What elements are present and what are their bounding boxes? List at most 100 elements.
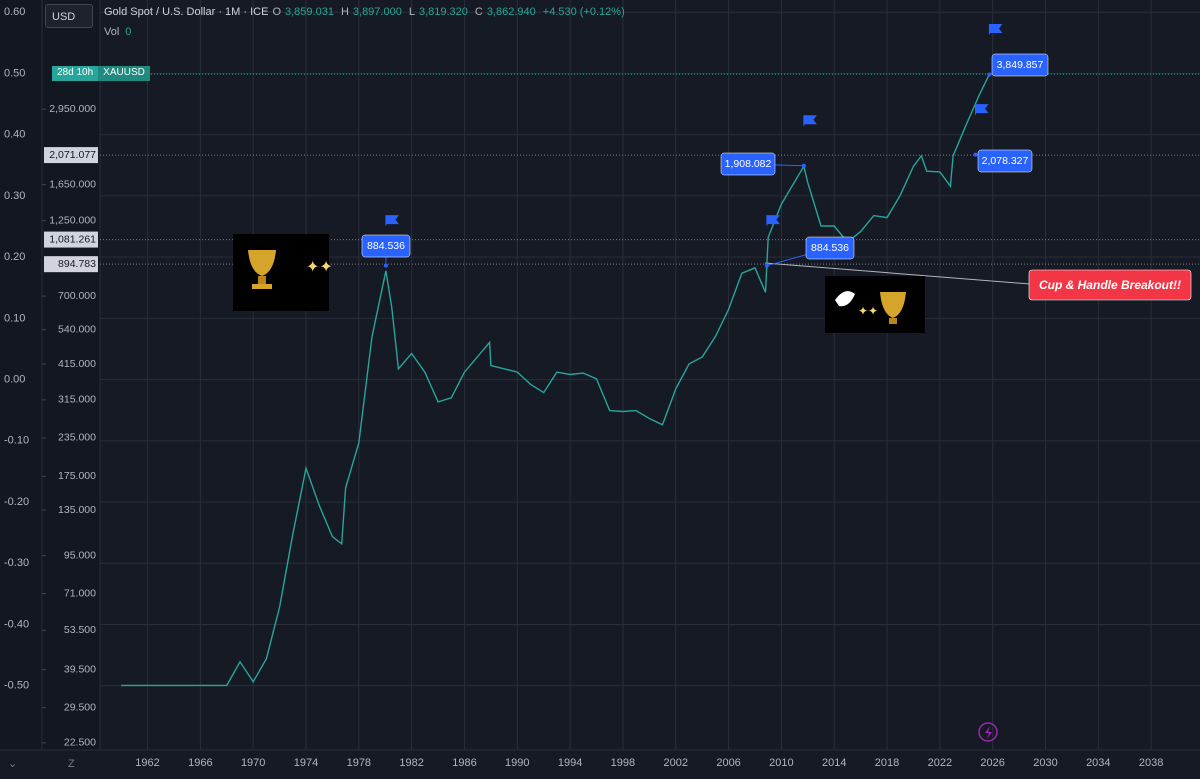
callout-box — [977, 149, 1033, 173]
y2-tick-label: 0.00 — [4, 373, 25, 385]
breakout-box: Cup & Handle Breakout!! — [1028, 269, 1192, 301]
callout-label: 884.536 — [367, 240, 405, 252]
currency-button[interactable]: USD — [45, 4, 93, 28]
callout-label: 1,908.082 — [725, 158, 772, 170]
x-tick-label: 1998 — [611, 757, 635, 769]
y-tick-label: 175.000 — [58, 470, 96, 482]
y-tick-label: 95.000 — [64, 549, 96, 561]
volume-key: Vol — [104, 26, 120, 38]
callout-box — [361, 234, 411, 258]
callout-anchor — [987, 72, 992, 77]
alert-icon-bolt — [985, 726, 992, 739]
x-tick-label: 1978 — [347, 757, 371, 769]
callout-flag — [988, 24, 1003, 35]
y2-tick-label: 0.20 — [4, 251, 25, 263]
x-tick-label: 2010 — [769, 757, 793, 769]
breakout-label: Cup & Handle Breakout!! — [1039, 278, 1181, 292]
level-label: 1,081.261 — [49, 233, 96, 245]
ohlc-value: 3,862.940 — [486, 6, 536, 18]
callout-box — [991, 53, 1049, 77]
svg-text:✦✦: ✦✦ — [858, 304, 878, 318]
x-tick-label: 1974 — [294, 757, 318, 769]
trophy-image-right: ✦✦ — [825, 276, 925, 333]
ticker: XAUUSD — [98, 66, 150, 81]
zoom-icon[interactable]: Z — [68, 758, 75, 770]
y2-tick-label: -0.10 — [4, 435, 29, 447]
callouts: 884.536 1,908.082 884.536 2,078.327 3,849.85… — [361, 24, 1049, 268]
y2-tick-label: 0.30 — [4, 190, 25, 202]
x-tick-label: 1982 — [399, 757, 423, 769]
symbol-header: Gold Spot / U.S. Dollar · 1M · ICE O 3,85… — [104, 6, 628, 18]
ohlc-key: H — [340, 6, 349, 18]
callout-label: 884.536 — [811, 242, 849, 254]
y-tick-label: 235.000 — [58, 432, 96, 444]
x-tick-label: 1994 — [558, 757, 582, 769]
trend-line — [764, 262, 1031, 285]
x-tick-label: 1986 — [452, 757, 476, 769]
x-tick-label: 2026 — [980, 757, 1004, 769]
symbol-name: Gold Spot / U.S. Dollar · 1M · ICE — [104, 6, 269, 18]
price-scale-panel — [42, 0, 100, 750]
level-box — [44, 231, 98, 248]
ohlc-key: L — [408, 6, 415, 18]
y2-tick-label: -0.40 — [4, 618, 29, 630]
y-tick-label: 135.000 — [58, 504, 96, 516]
y2-tick-label: -0.50 — [4, 680, 29, 692]
price-line — [121, 73, 991, 687]
y2-tick-label: 0.60 — [4, 6, 25, 18]
callout-anchor — [973, 152, 978, 157]
alert-icon[interactable] — [978, 722, 998, 742]
y-tick-label: 700.000 — [58, 290, 96, 302]
x-tick-label: 2034 — [1086, 757, 1110, 769]
x-tick-label: 1990 — [505, 757, 529, 769]
y2-tick-label: -0.20 — [4, 496, 29, 508]
callout-box — [805, 236, 855, 260]
y-tick-label: 415.000 — [58, 358, 96, 370]
grid — [100, 0, 1200, 750]
bottom-icons: ⌄ Z — [8, 722, 998, 770]
y-tick-label: 1,250.000 — [49, 215, 96, 227]
left-scale-panel — [0, 0, 42, 750]
ohlc-value: 3,859.031 — [285, 6, 334, 18]
y-tick-label: 39.500 — [64, 664, 96, 676]
y-tick-label: 29.500 — [64, 701, 96, 713]
x-tick-label: 1966 — [188, 757, 212, 769]
y-tick-label: 1,650.000 — [49, 178, 96, 190]
callout-anchor — [801, 163, 806, 168]
callout-label: 2,078.327 — [982, 155, 1029, 167]
y-tick-label: 2,950.000 — [49, 103, 96, 115]
x-tick-label: 1970 — [241, 757, 265, 769]
countdown: 28d 10h — [52, 66, 99, 81]
icon-placeholder: ⌄ — [8, 758, 17, 770]
series — [100, 73, 1200, 687]
y-tick-label: 22.500 — [64, 737, 96, 749]
volume-row: Vol 0 — [104, 26, 131, 38]
ohlc-value: 3,819.320 — [418, 6, 468, 18]
y-tick-label: 315.000 — [58, 394, 96, 406]
y-tick-label: 71.000 — [64, 587, 96, 599]
level-label: 894.783 — [58, 258, 96, 270]
ohlc-key: O — [272, 6, 281, 18]
x-tick-label: 2002 — [664, 757, 688, 769]
x-tick-label: 2030 — [1033, 757, 1057, 769]
y-tick-label: 53.500 — [64, 624, 96, 636]
x-tick-label: 2014 — [822, 757, 846, 769]
x-tick-label: 2006 — [716, 757, 740, 769]
callout-label: 3,849.857 — [997, 59, 1044, 71]
level-label: 2,071.077 — [49, 149, 96, 161]
level-box — [44, 147, 98, 164]
change-value: +4.530 (+0.12%) — [542, 6, 625, 18]
price-tag: 28d 10h XAUUSD — [52, 66, 150, 81]
callout-flag — [385, 215, 399, 226]
callout-flag — [803, 115, 817, 126]
trophy-image-left: ✦✦ — [233, 234, 333, 311]
volume-value: 0 — [125, 26, 132, 38]
y-tick-label: 540.000 — [58, 324, 96, 336]
callout-anchor — [764, 263, 769, 268]
callout-flag — [766, 215, 780, 226]
level-box — [44, 256, 98, 273]
x-tick-label: 2022 — [928, 757, 952, 769]
